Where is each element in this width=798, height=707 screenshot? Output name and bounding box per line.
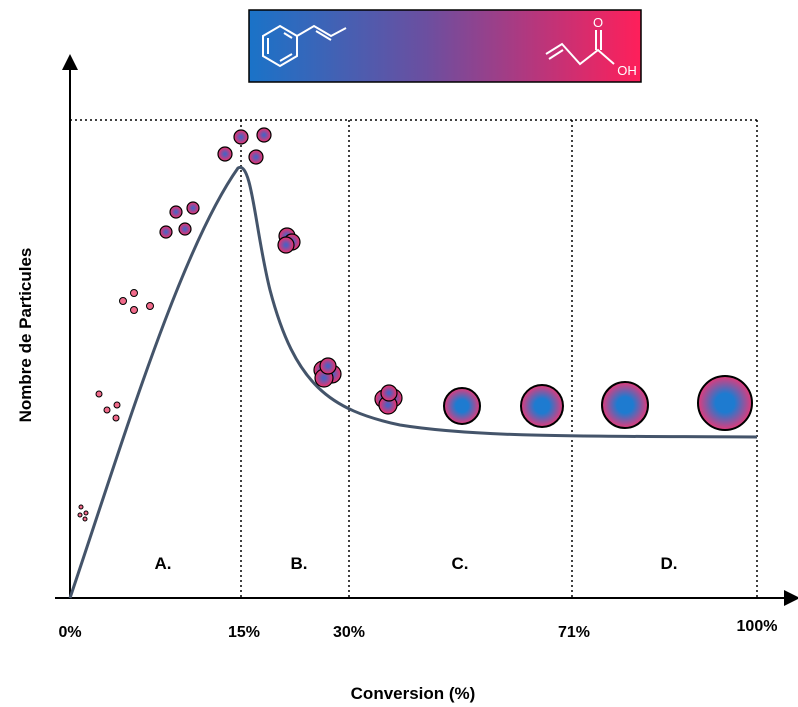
- growing-particles: [159, 127, 403, 415]
- large-particles: [443, 375, 753, 431]
- region-grid: [70, 119, 758, 598]
- carbonyl-label: O: [593, 15, 603, 30]
- x-tick-label: 0%: [58, 624, 81, 641]
- acrylic-acid: [545, 30, 615, 66]
- small-particles: [77, 289, 154, 522]
- region-label: D.: [661, 554, 678, 573]
- region-label: C.: [452, 554, 469, 573]
- region-label: A.: [155, 554, 172, 573]
- region-label: B.: [291, 554, 308, 573]
- x-tick-label: 100%: [737, 618, 778, 635]
- y-axis-label: Nombre de Particules: [16, 248, 35, 423]
- x-tick-label: 71%: [558, 624, 590, 641]
- monomer-gradient: [248, 9, 642, 83]
- x-tick-label: 15%: [228, 624, 260, 641]
- x-axis-label: Conversion (%): [351, 684, 476, 703]
- styrene: [262, 24, 347, 68]
- particle-curve: [68, 165, 758, 599]
- x-tick-label: 30%: [333, 624, 365, 641]
- hydroxyl-label: OH: [617, 63, 637, 78]
